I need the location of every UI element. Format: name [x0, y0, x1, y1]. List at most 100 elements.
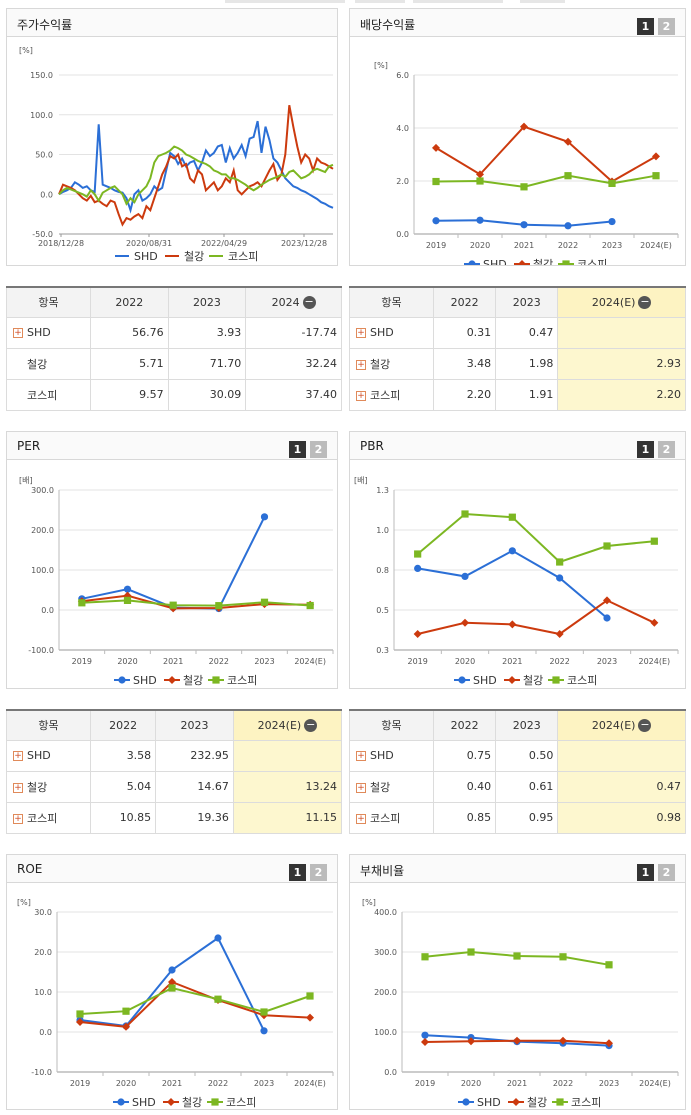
steel-point	[421, 1038, 429, 1046]
steel-point	[306, 1013, 314, 1022]
y-tick-label: 6.0	[396, 71, 409, 80]
y-tick-label: 0.3	[376, 646, 389, 655]
page-1-button[interactable]: 1	[637, 864, 654, 881]
y-tick-label: 1.3	[376, 486, 389, 495]
shd-point	[564, 222, 572, 230]
collapse-icon[interactable]: −	[302, 295, 316, 309]
kospi-point	[169, 601, 177, 609]
page-1-button[interactable]: 1	[637, 18, 654, 35]
steel-series-line	[417, 599, 655, 636]
page-2-button[interactable]: 2	[658, 441, 675, 458]
steel-point	[168, 978, 176, 986]
page-1-button[interactable]: 1	[637, 441, 654, 458]
page-2-button[interactable]: 2	[310, 441, 327, 458]
page-1-button[interactable]: 1	[289, 864, 306, 881]
shd-point	[168, 966, 176, 974]
shd-point	[603, 614, 611, 622]
y-tick-label: 0.0	[41, 606, 54, 615]
steel-point	[564, 137, 572, 146]
y-tick-label: 400.0	[374, 908, 397, 917]
cell-value: 1.91	[495, 378, 559, 411]
collapse-icon[interactable]: −	[304, 718, 318, 732]
steel-point	[512, 1098, 520, 1106]
per-chart: [배]300.0 200.0 100.0 0.0 -100.0 2019 2020 2021 2…	[19, 476, 334, 687]
kospi-point	[603, 542, 611, 550]
expand-plus-icon[interactable]: +	[356, 359, 366, 370]
kospi-series-line	[79, 986, 311, 1015]
page-2-button[interactable]: 2	[310, 864, 327, 881]
kospi-point	[76, 1010, 84, 1018]
legend-label: 코스피	[228, 250, 258, 263]
cell-value: 11.15	[232, 801, 343, 834]
expand-plus-icon[interactable]: +	[356, 782, 366, 793]
table-row: + 철강 5.04 14.67 13.24	[6, 770, 343, 803]
page-2-button[interactable]: 2	[658, 18, 675, 35]
kospi-point	[123, 596, 132, 604]
column-header-year: 2023	[167, 286, 247, 318]
cell-value: 32.24	[245, 347, 342, 380]
x-tick-label: 2019	[407, 657, 427, 666]
steel-point	[555, 630, 564, 638]
expand-plus-icon[interactable]: +	[13, 328, 23, 338]
cell-value: 30.09	[167, 378, 247, 411]
expand-plus-icon[interactable]: +	[356, 328, 366, 338]
cell-value: 13.24	[232, 770, 343, 803]
x-tick-label: 2019	[415, 1079, 435, 1088]
x-tick-label: 2023	[254, 1079, 274, 1088]
cell-value: 14.67	[155, 770, 234, 803]
cell-value: 10.85	[89, 801, 157, 834]
table-row: + 철강 0.40 0.61 0.47	[349, 770, 686, 803]
legend-label: 철강	[533, 258, 553, 265]
x-tick-label: 2021	[507, 1079, 527, 1088]
x-tick-label: 2022	[208, 1079, 228, 1088]
collapse-icon[interactable]: −	[638, 718, 652, 732]
row-name: + SHD	[349, 316, 434, 349]
x-tick-label: 2020	[461, 1079, 481, 1088]
kospi-point	[556, 1098, 564, 1106]
column-header-year: 2024(E) −	[232, 709, 343, 741]
row-name: + 철강	[6, 770, 91, 803]
y-tick-label: 0.0	[396, 230, 409, 239]
x-tick-label: 2019	[70, 1079, 90, 1088]
collapse-icon[interactable]: −	[638, 295, 652, 309]
cell-value: 2.20	[432, 378, 497, 411]
expand-plus-icon[interactable]: +	[13, 751, 23, 761]
row-label: SHD	[370, 326, 394, 339]
cell-value: 0.47	[495, 316, 559, 349]
year-label: 2022	[450, 295, 479, 309]
kospi-point	[559, 953, 567, 961]
steel-point	[167, 1098, 175, 1106]
kospi-series-line	[435, 174, 657, 188]
kospi-point	[552, 676, 560, 684]
panel-title: PER	[17, 439, 41, 453]
expand-plus-icon[interactable]: +	[13, 813, 23, 824]
kospi-point	[421, 953, 429, 961]
page-2-button[interactable]: 2	[658, 864, 675, 881]
shd-point	[214, 934, 222, 942]
expand-plus-icon[interactable]: +	[356, 390, 366, 401]
expand-plus-icon[interactable]: +	[356, 751, 366, 761]
dividend-yield-chart: [%] 6.0 4.0 2.0 0.0 2019 2020 2021 2022 2023 2024(…	[374, 61, 679, 265]
year-label: 2023	[512, 718, 541, 732]
kospi-point	[508, 513, 516, 521]
kospi-point	[260, 598, 269, 606]
x-tick-label: 2021	[162, 1079, 182, 1088]
expand-plus-icon[interactable]: +	[13, 782, 23, 793]
row-label: 철강	[370, 780, 391, 794]
column-header-year: 2024−	[245, 286, 342, 318]
expand-plus-icon[interactable]: +	[356, 813, 366, 824]
kospi-point	[122, 1007, 130, 1015]
row-name: + SHD	[349, 739, 434, 772]
kospi-point	[306, 601, 314, 610]
column-header-year: 2023	[155, 709, 234, 741]
cell-value: 5.71	[90, 347, 169, 380]
page-1-button[interactable]: 1	[289, 441, 306, 458]
steel-point	[605, 1039, 613, 1048]
cell-value: 1.98	[495, 347, 559, 380]
x-tick-label: 2024(E)	[640, 241, 672, 250]
kospi-point	[306, 992, 314, 1000]
table-row: 철강 5.71 71.70 32.24	[6, 347, 342, 380]
row-label: 코스피	[370, 811, 401, 825]
